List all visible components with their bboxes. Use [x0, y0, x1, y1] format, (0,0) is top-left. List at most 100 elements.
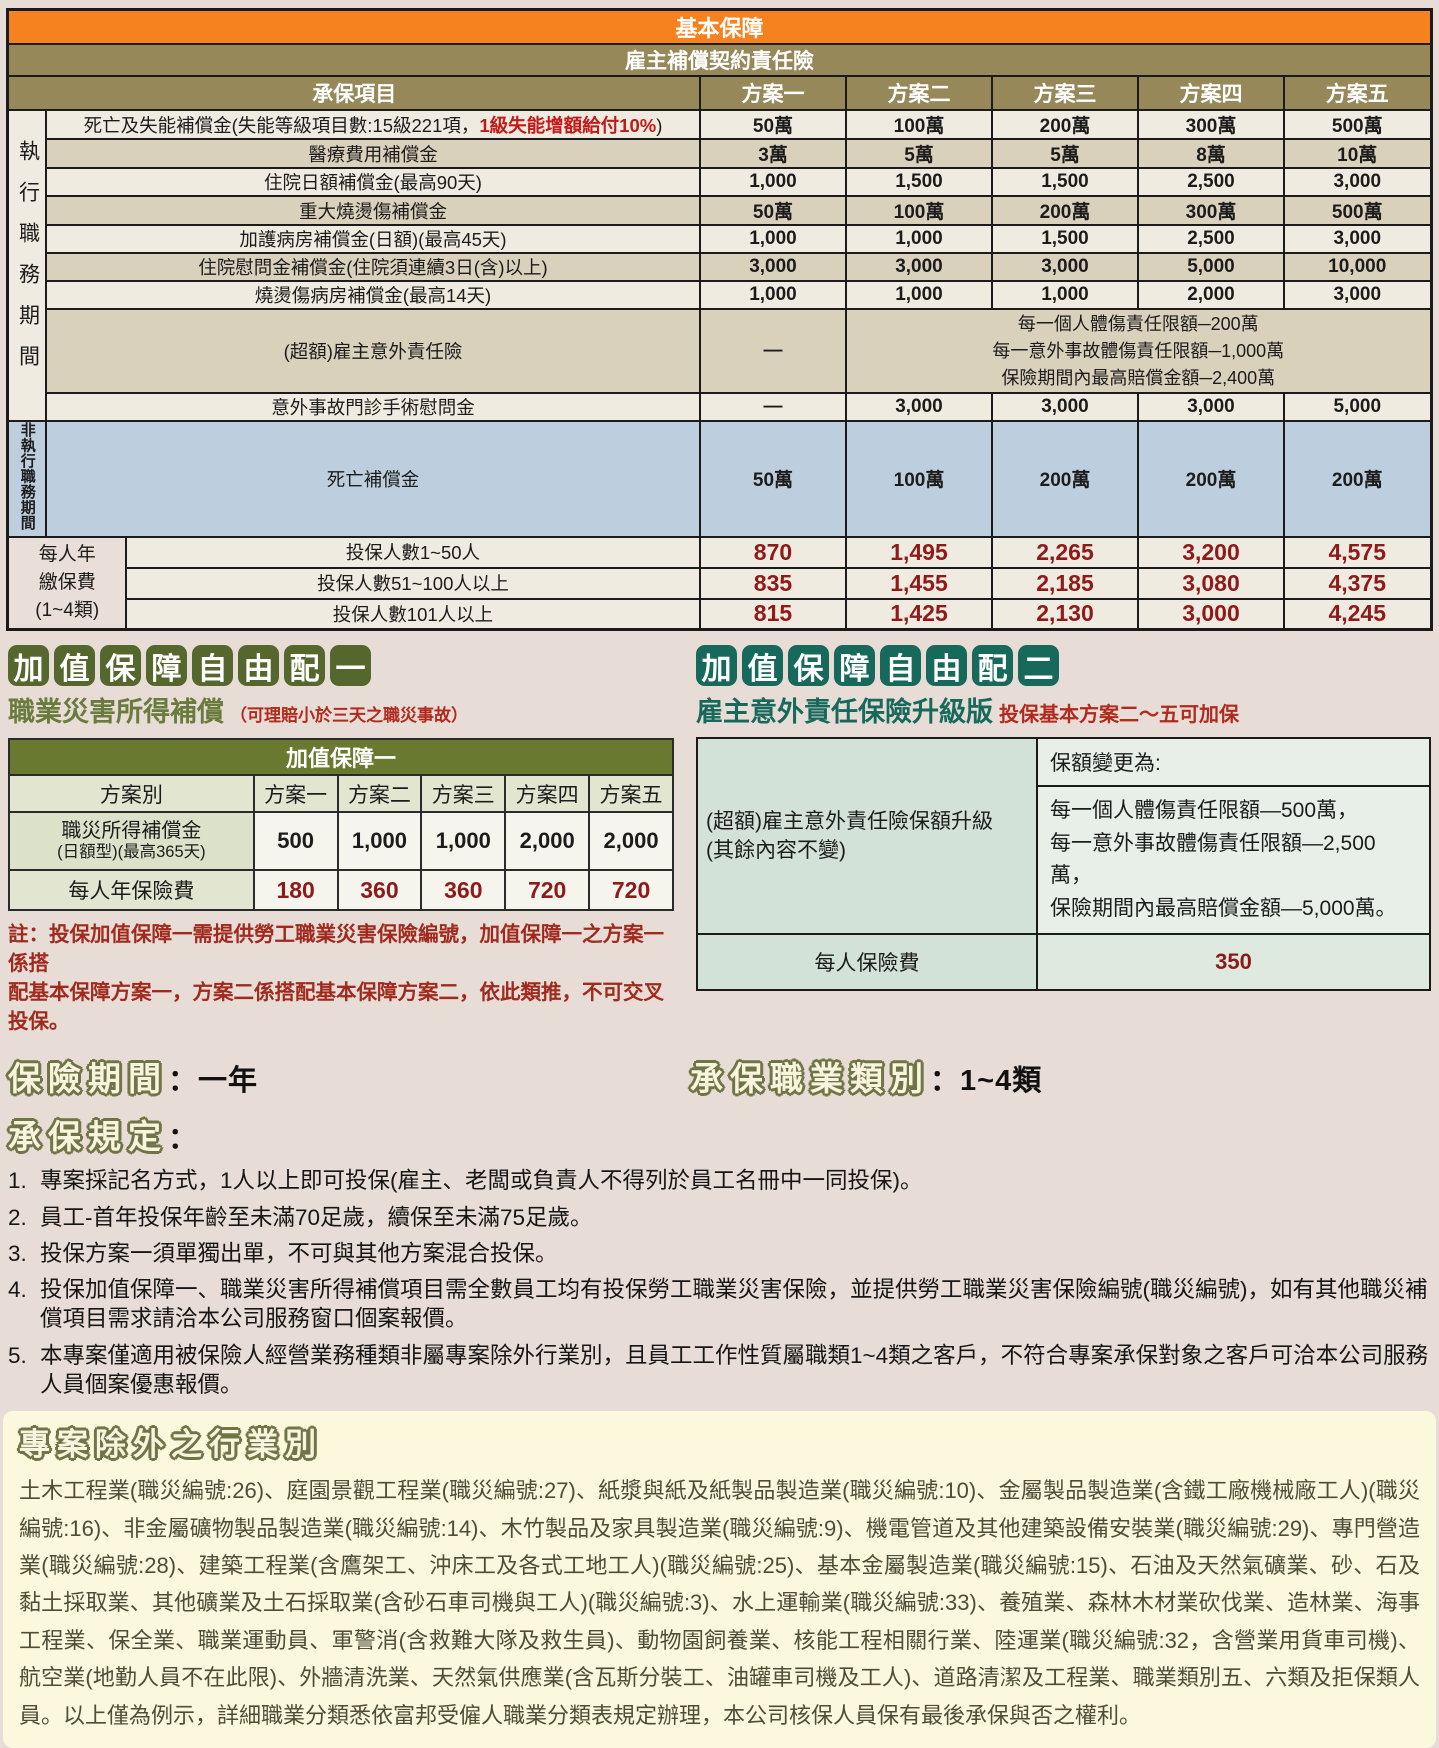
- rule-text: 本專案僅適用被保險人經營業務種類非屬專案除外行業別，且員工工作性質屬職類1~4類…: [40, 1342, 1429, 1397]
- plan-value-cell: 1,500: [990, 224, 1139, 254]
- plan-value-cell: 10,000: [1282, 252, 1433, 282]
- plan-value-cell: 50萬: [698, 109, 847, 140]
- addon1-fee-cell: 360: [336, 869, 423, 911]
- title-char-box: 保: [100, 645, 141, 686]
- rule-item: 2. 員工-首年投保年齡至未滿70足歲，續保至未滿75足歲。: [8, 1203, 1431, 1232]
- rule-text: 專案採記名方式，1人以上即可投保(雇主、老闆或負責人不得列於員工名冊中一同投保)…: [40, 1168, 923, 1194]
- rule-item: 4. 投保加值保障一、職業災害所得補償項目需全數員工均有投保勞工職業災害保險，並…: [8, 1275, 1431, 1334]
- title-char-box: 自: [880, 645, 921, 686]
- addon1-header-cell: 方案三: [420, 774, 507, 813]
- addon2-block: 加 值 保 障 自 由 配 二 雇主意外責任保險升級版 投保基本方案二～五可加保…: [696, 645, 1431, 992]
- plan-value-cell: 5萬: [990, 138, 1139, 169]
- addon1-value-cell: 2,000: [504, 811, 591, 871]
- premium-label-line: 繳保費: [38, 571, 96, 593]
- plan-value-cell: 5,000: [1282, 392, 1433, 422]
- excess-limit-line: 保險期間內最高賠償金額─2,400萬: [1001, 367, 1276, 388]
- addon1-benefit-label-line2: (日額型)(最高365天): [57, 843, 206, 862]
- addon1-note-line2: 配基本保障方案一，方案二係搭配基本保障方案二，依此類推，不可交叉投保。: [8, 981, 664, 1034]
- plan-value-cell: 1,000: [844, 280, 993, 310]
- addon2-title: 加 值 保 障 自 由 配 二: [696, 645, 1431, 686]
- plan-value-cell: 8萬: [1136, 138, 1285, 169]
- addon1-header-cell: 方案別: [8, 774, 255, 813]
- column-header-item: 承保項目: [6, 75, 701, 111]
- addon2-upgrade-line2: (其餘內容不變): [706, 839, 846, 863]
- premium-label-line: 每人年: [38, 544, 96, 566]
- rules-label: 承保規定: [8, 1118, 168, 1156]
- policy-info-row: 保險期間 ：一年 承保職業類別 ：1~4類: [8, 1052, 1431, 1100]
- addon1-header-cell: 方案二: [336, 774, 423, 813]
- addon2-table: (超額)雇主意外責任險保額升級 (其餘內容不變) 保額變更為: 每一個人體傷責任…: [696, 736, 1431, 992]
- rule-text: 員工-首年投保年齡至未滿70足歲，續保至未滿75足歲。: [40, 1204, 593, 1230]
- premium-value-cell: 3,200: [1136, 535, 1285, 569]
- addon1-fee-cell: 180: [252, 869, 339, 911]
- rule-number: 2.: [8, 1204, 27, 1230]
- addon-section: 加 值 保 障 自 由 配 一 職業災害所得補償 （可理賠小於三天之職災事故） …: [8, 645, 1431, 1036]
- addon2-fee-label: 每人保險費: [696, 933, 1038, 992]
- excluded-industries-panel: 專案除外之行業別 土木工程業(職災編號:26)、庭園景觀工程業(職災編號:27)…: [3, 1411, 1436, 1748]
- plan-value-cell: 3,000: [990, 252, 1139, 282]
- premium-value-cell: 2,185: [990, 566, 1139, 600]
- title-char-box: 配: [284, 645, 325, 686]
- plan-value-cell: 3,000: [844, 252, 993, 282]
- addon2-subtitle-row: 雇主意外責任保險升級版 投保基本方案二～五可加保: [696, 690, 1431, 729]
- premium-value-cell: 835: [698, 566, 847, 600]
- benefit-item-burn: 重大燒燙傷補償金: [44, 195, 701, 226]
- addon1-table-title: 加值保障一: [8, 738, 674, 776]
- plan-value-cell: 300萬: [1136, 109, 1285, 140]
- title-char-box: 一: [330, 645, 371, 686]
- plan-value-cell: 1,000: [844, 224, 993, 254]
- premium-value-cell: 3,080: [1136, 566, 1285, 600]
- policy-period: 保險期間 ：一年: [8, 1052, 690, 1100]
- annual-premium-label: 每人年 繳保費 (1~4類): [6, 535, 127, 631]
- premium-value-cell: 815: [698, 597, 847, 631]
- addon1-header-cell: 方案四: [504, 774, 591, 813]
- underwriting-rules-list: 1. 專案採記名方式，1人以上即可投保(雇主、老闆或負責人不得列於員工名冊中一同…: [8, 1166, 1431, 1399]
- excluded-industries-text: 土木工程業(職災編號:26)、庭園景觀工程業(職災編號:27)、紙漿與紙及紙製品…: [19, 1478, 1420, 1728]
- addon1-value-cell: 2,000: [588, 811, 674, 871]
- plan-value-cell: 200萬: [1136, 420, 1285, 538]
- addon1-note: 註：投保加值保障一需提供勞工職業災害保險編號，加值保障一之方案一係搭 配基本保障…: [8, 920, 676, 1036]
- benefit-item-outpatient-surgery: 意外事故門診手術慰問金: [44, 392, 701, 422]
- benefit-item-hospital-daily: 住院日額補償金(最高90天): [44, 167, 701, 197]
- plan-value-cell: 3,000: [1282, 224, 1433, 254]
- excess-limit-line: 每一個人體傷責任限額─200萬: [1017, 313, 1259, 334]
- plan-value-cell: 100萬: [844, 109, 993, 140]
- addon1-value-cell: 1,000: [420, 811, 507, 871]
- plan-value-cell: 1,000: [990, 280, 1139, 310]
- plan-value-cell: 3,000: [844, 392, 993, 422]
- title-char-box: 自: [192, 645, 233, 686]
- benefit-item-icu: 加護病房補償金(日額)(最高45天): [44, 224, 701, 254]
- premium-value-cell: 4,575: [1282, 535, 1433, 569]
- addon2-fee-value: 350: [1036, 933, 1431, 992]
- addon1-fee-label: 每人年保險費: [8, 869, 255, 911]
- plan-value-cell: 200萬: [990, 420, 1139, 538]
- addon2-upgrade-label: (超額)雇主意外責任險保額升級 (其餘內容不變): [696, 736, 1038, 936]
- plan-value-cell: 3,000: [1282, 167, 1433, 197]
- column-header-plan1: 方案一: [698, 75, 847, 111]
- rule-number: 1.: [8, 1168, 27, 1194]
- addon1-benefit-label-line1: 職災所得補償金: [61, 820, 202, 843]
- addon1-value-cell: 1,000: [336, 811, 423, 871]
- column-header-plan5: 方案五: [1282, 75, 1433, 111]
- rule-number: 4.: [8, 1277, 27, 1303]
- plan-value-cell: 50萬: [698, 195, 847, 226]
- plan-value-cell: 3,000: [1136, 392, 1285, 422]
- policy-period-value: ：一年: [168, 1065, 259, 1098]
- plan-value-cell: 5,000: [1136, 252, 1285, 282]
- premium-value-cell: 4,375: [1282, 566, 1433, 600]
- plan-value-cell: —: [698, 308, 847, 394]
- premium-value-cell: 870: [698, 535, 847, 569]
- liability-subtitle: 雇主補償契約責任險: [6, 43, 1433, 77]
- rule-number: 3.: [8, 1240, 27, 1266]
- addon1-benefit-label: 職災所得補償金 (日額型)(最高365天): [8, 811, 255, 871]
- plan-value-cell: 50萬: [698, 420, 847, 538]
- title-char-box: 障: [146, 645, 187, 686]
- plan-value-cell: 1,500: [990, 167, 1139, 197]
- addon1-header-cell: 方案五: [588, 774, 674, 813]
- rule-item: 1. 專案採記名方式，1人以上即可投保(雇主、老闆或負責人不得列於員工名冊中一同…: [8, 1166, 1431, 1195]
- title-char-box: 值: [54, 645, 95, 686]
- addon1-note-line1: 註：投保加值保障一需提供勞工職業災害保險編號，加值保障一之方案一係搭: [8, 923, 664, 976]
- benefit-item-excess-liability: (超額)雇主意外責任險: [44, 308, 701, 394]
- occupation-class-value: ：1~4類: [930, 1065, 1043, 1098]
- title-char-box: 加: [696, 645, 737, 686]
